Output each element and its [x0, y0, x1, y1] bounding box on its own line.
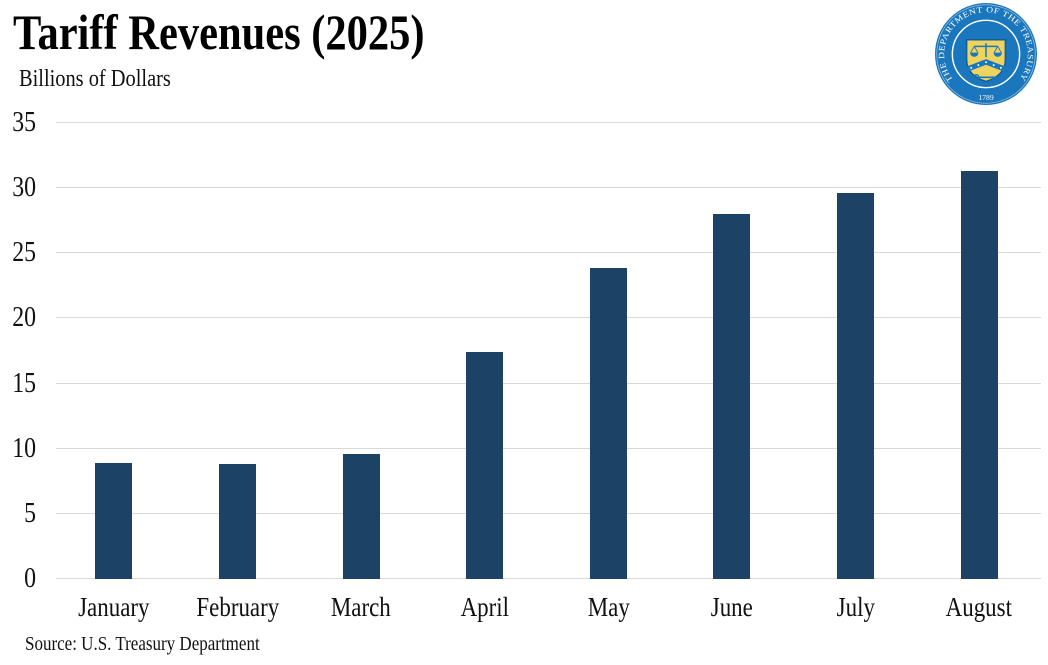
- seal-key: [973, 73, 997, 81]
- bar-march: [342, 453, 380, 579]
- bar-slot-january: [52, 123, 176, 579]
- y-tick-label-30: 30: [12, 172, 36, 204]
- seal-scale-pan-right: [993, 52, 1002, 57]
- y-tick-label-25: 25: [12, 237, 36, 269]
- bar-february: [218, 464, 256, 579]
- gridline-5: [56, 512, 1041, 514]
- y-tick-label-15: 15: [12, 367, 36, 399]
- y-axis: 0 5 10 15 20 25 30 35: [0, 109, 38, 593]
- x-axis-labels: January February March April May June July Augu…: [52, 594, 1041, 621]
- bar-july: [837, 193, 875, 579]
- seal-chevron-stars: [970, 61, 1002, 69]
- bar-slot-february: [176, 123, 300, 579]
- bar-slot-august: [917, 123, 1041, 579]
- bar-may: [589, 267, 627, 579]
- source-note: Source: U.S. Treasury Department: [25, 633, 260, 655]
- bar-slot-march: [299, 123, 423, 579]
- gridline-10: [56, 447, 1041, 449]
- x-label-may: May: [587, 592, 630, 622]
- gridline-20: [56, 317, 1041, 319]
- y-tick-label-35: 35: [12, 107, 36, 138]
- gridline-0: [56, 578, 1041, 579]
- y-axis-units-label: Billions of Dollars: [19, 66, 171, 92]
- x-label-january: January: [78, 592, 150, 622]
- bar-slot-april: [423, 123, 547, 579]
- seal-year-text: 1789: [978, 93, 993, 102]
- treasury-seal-logo: THE DEPARTMENT OF THE TREASURY 1789: [935, 3, 1037, 105]
- y-tick-label-5: 5: [24, 497, 36, 529]
- gridline-25: [56, 252, 1041, 254]
- x-label-april: April: [460, 592, 509, 622]
- y-tick-label-10: 10: [12, 432, 36, 464]
- x-label-february: February: [196, 592, 279, 622]
- x-label-march: March: [331, 592, 392, 622]
- seal-inner-ring-line: [951, 19, 1021, 89]
- x-label-august: August: [946, 592, 1013, 622]
- y-tick-label-20: 20: [12, 302, 36, 334]
- chart-title: Tariff Revenues (2025): [13, 4, 425, 60]
- gridline-15: [56, 382, 1041, 384]
- seal-scale-pan-left: [970, 52, 979, 57]
- bar-slot-july: [794, 123, 918, 579]
- x-label-june: June: [710, 592, 753, 622]
- bar-april: [466, 352, 504, 579]
- bar-slot-june: [670, 123, 794, 579]
- bar-january: [95, 463, 133, 579]
- x-label-july: July: [836, 592, 875, 622]
- plot-area: [52, 122, 1041, 579]
- bar-june: [713, 214, 751, 579]
- seal-scales-of-justice: [970, 43, 1002, 58]
- gridline-30: [56, 187, 1041, 189]
- bars-row: [52, 123, 1041, 579]
- bar-slot-may: [547, 123, 671, 579]
- bar-august: [960, 171, 998, 579]
- gridline-35: [56, 122, 1041, 123]
- y-tick-label-0: 0: [24, 563, 36, 594]
- seal-outer-ring-line: [936, 4, 1036, 104]
